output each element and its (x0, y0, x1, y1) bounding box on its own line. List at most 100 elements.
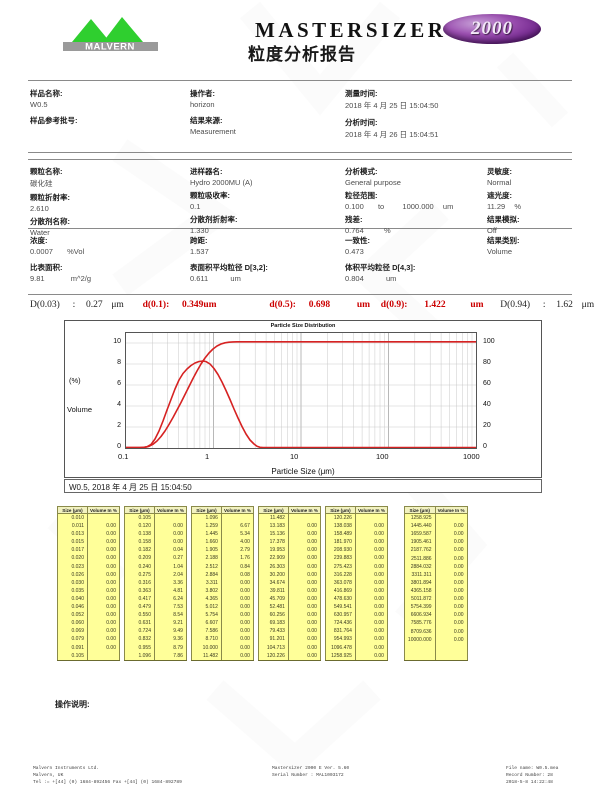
cell-volume: 4.81 (153, 586, 187, 595)
table-row: 0.105 (123, 513, 187, 523)
residual-unit: % (383, 226, 391, 235)
cell-volume: 0.00 (434, 635, 468, 644)
table-row: 1096.478 0.00 (324, 643, 388, 652)
d094-value: 1.62 (556, 300, 573, 310)
cell-size: 239.883 (324, 554, 356, 563)
ytick-left-0: 0 (117, 443, 121, 450)
table-row: 208.930 0.00 (324, 546, 388, 555)
table-row: 2187.762 0.00 (403, 546, 468, 555)
svg-text:MALVERN: MALVERN (85, 42, 135, 53)
cell-size: 478.630 (324, 594, 356, 604)
col-header-size: Size (μm) (403, 506, 436, 514)
obscuration-unit: % (514, 202, 522, 211)
cell-volume: 0.00 (87, 562, 120, 571)
cell-size (403, 651, 436, 661)
footer-left-line-2: Tel := +[44] (0) 1684-892456 Fax +[44] (… (33, 780, 182, 785)
table-row: 0.013 0.00 (57, 530, 120, 539)
table-row: 3801.894 0.00 (403, 578, 468, 587)
cell-size: 630.957 (324, 611, 356, 620)
cell-size: 2.188 (190, 554, 222, 563)
table-row: 0.631 9.21 (123, 619, 187, 628)
ssa-label: 比表面积: (30, 263, 63, 272)
table-row: 120.226 0.00 (257, 651, 321, 661)
table-row: 0.040 0.00 (57, 594, 120, 604)
cell-volume: 0.00 (87, 522, 120, 531)
model-2000-badge: 2000 (443, 14, 541, 44)
cell-volume: 0.00 (220, 619, 254, 628)
cell-volume: 0.00 (87, 530, 120, 539)
table-row: 0.030 0.00 (57, 578, 120, 587)
cell-size: 4365.158 (403, 586, 436, 596)
particle-ri-value: 2.610 (30, 204, 49, 213)
table-row: 5011.872 0.00 (403, 595, 468, 604)
cell-volume: 0.84 (220, 562, 254, 571)
cell-size: 954.993 (324, 635, 356, 644)
cell-size: 0.724 (123, 627, 155, 636)
sample-name-value: W0.5 (30, 100, 48, 109)
cell-volume: 0.00 (87, 586, 120, 595)
sensitivity-value: Normal (487, 178, 512, 187)
cell-size: 120.226 (324, 513, 356, 523)
cell-size: 60.256 (257, 611, 289, 620)
sample-info-col3: 测量时间: 2018 年 4 月 25 日 15:04:50 分析时间: 201… (345, 88, 438, 146)
result-source-value: Measurement (190, 127, 236, 136)
col-header-volume: Volume In % (87, 506, 120, 514)
cell-size: 0.105 (57, 651, 88, 661)
cell-size: 1258.925 (324, 651, 356, 661)
concentration-label: 浓度: (30, 236, 48, 245)
table-row: 0.046 0.00 (57, 603, 120, 612)
cell-size: 316.228 (324, 570, 356, 579)
cell-volume: 0.00 (87, 611, 120, 620)
table-row (403, 643, 468, 652)
cell-size: 10.000 (190, 643, 222, 652)
cell-size: 549.541 (324, 603, 356, 612)
cell-size: 0.240 (123, 562, 155, 571)
cell-size: 0.363 (123, 586, 155, 595)
sample-name-label: 样品名称: (30, 89, 63, 98)
cell-size: 0.020 (57, 554, 88, 563)
cell-size: 69.183 (257, 619, 289, 628)
cell-volume: 0.00 (434, 554, 468, 563)
ytick-right-3: 60 (483, 380, 491, 387)
cell-volume: 0.00 (434, 627, 468, 636)
footer-center-line-1: Serial Number : MAL1003172 (272, 773, 344, 778)
cell-volume: 0.00 (434, 562, 468, 571)
cell-volume: 0.00 (87, 635, 120, 644)
size-range-to-word: to (377, 202, 385, 211)
table-row: 60.256 0.00 (257, 611, 321, 620)
table-row: 158.489 0.00 (324, 530, 388, 539)
cell-volume: 0.00 (434, 538, 468, 547)
cell-size: 0.275 (123, 570, 155, 579)
particle-name-label: 颗粒名称: (30, 167, 63, 176)
cell-volume: 0.04 (153, 546, 187, 555)
table-row: 7585.776 0.00 (403, 619, 468, 628)
table-row: 45.709 0.00 (257, 594, 321, 604)
obscuration-label: 遮光度: (487, 191, 512, 200)
cell-volume: 0.00 (87, 627, 120, 636)
cell-volume: 0.00 (220, 603, 254, 612)
cell-volume: 6.24 (153, 594, 187, 604)
cell-size: 17.378 (257, 538, 289, 547)
chart-gridlines (152, 333, 473, 448)
table-row: 2511.886 0.00 (403, 554, 468, 563)
table-row: 1.905 2.79 (190, 546, 254, 555)
result-info-col4: 结果类别: Volume (487, 235, 520, 257)
cell-volume: 0.00 (287, 546, 321, 555)
psd-table-block-2: Size (μm) Volume In % 1.096 1.259 6.67 1.44… (190, 506, 254, 661)
cell-size: 15.136 (257, 530, 289, 539)
cell-size: 1445.440 (403, 522, 436, 531)
cell-volume: 0.00 (354, 603, 388, 612)
cell-volume: 0.00 (287, 538, 321, 547)
divider-4 (28, 228, 572, 229)
ytick-left-1: 2 (117, 422, 121, 429)
cell-size: 0.013 (57, 530, 88, 539)
chart-title: Particle Size Distribution (270, 323, 336, 329)
cell-volume: 0.00 (354, 594, 388, 604)
d003-unit: μm (111, 300, 124, 310)
cell-volume: 0.00 (354, 643, 388, 652)
cell-size: 0.182 (123, 546, 155, 555)
cell-volume: 0.00 (87, 538, 120, 547)
table-row: 3.802 0.00 (190, 586, 254, 595)
table-row: 0.138 0.00 (123, 530, 187, 539)
